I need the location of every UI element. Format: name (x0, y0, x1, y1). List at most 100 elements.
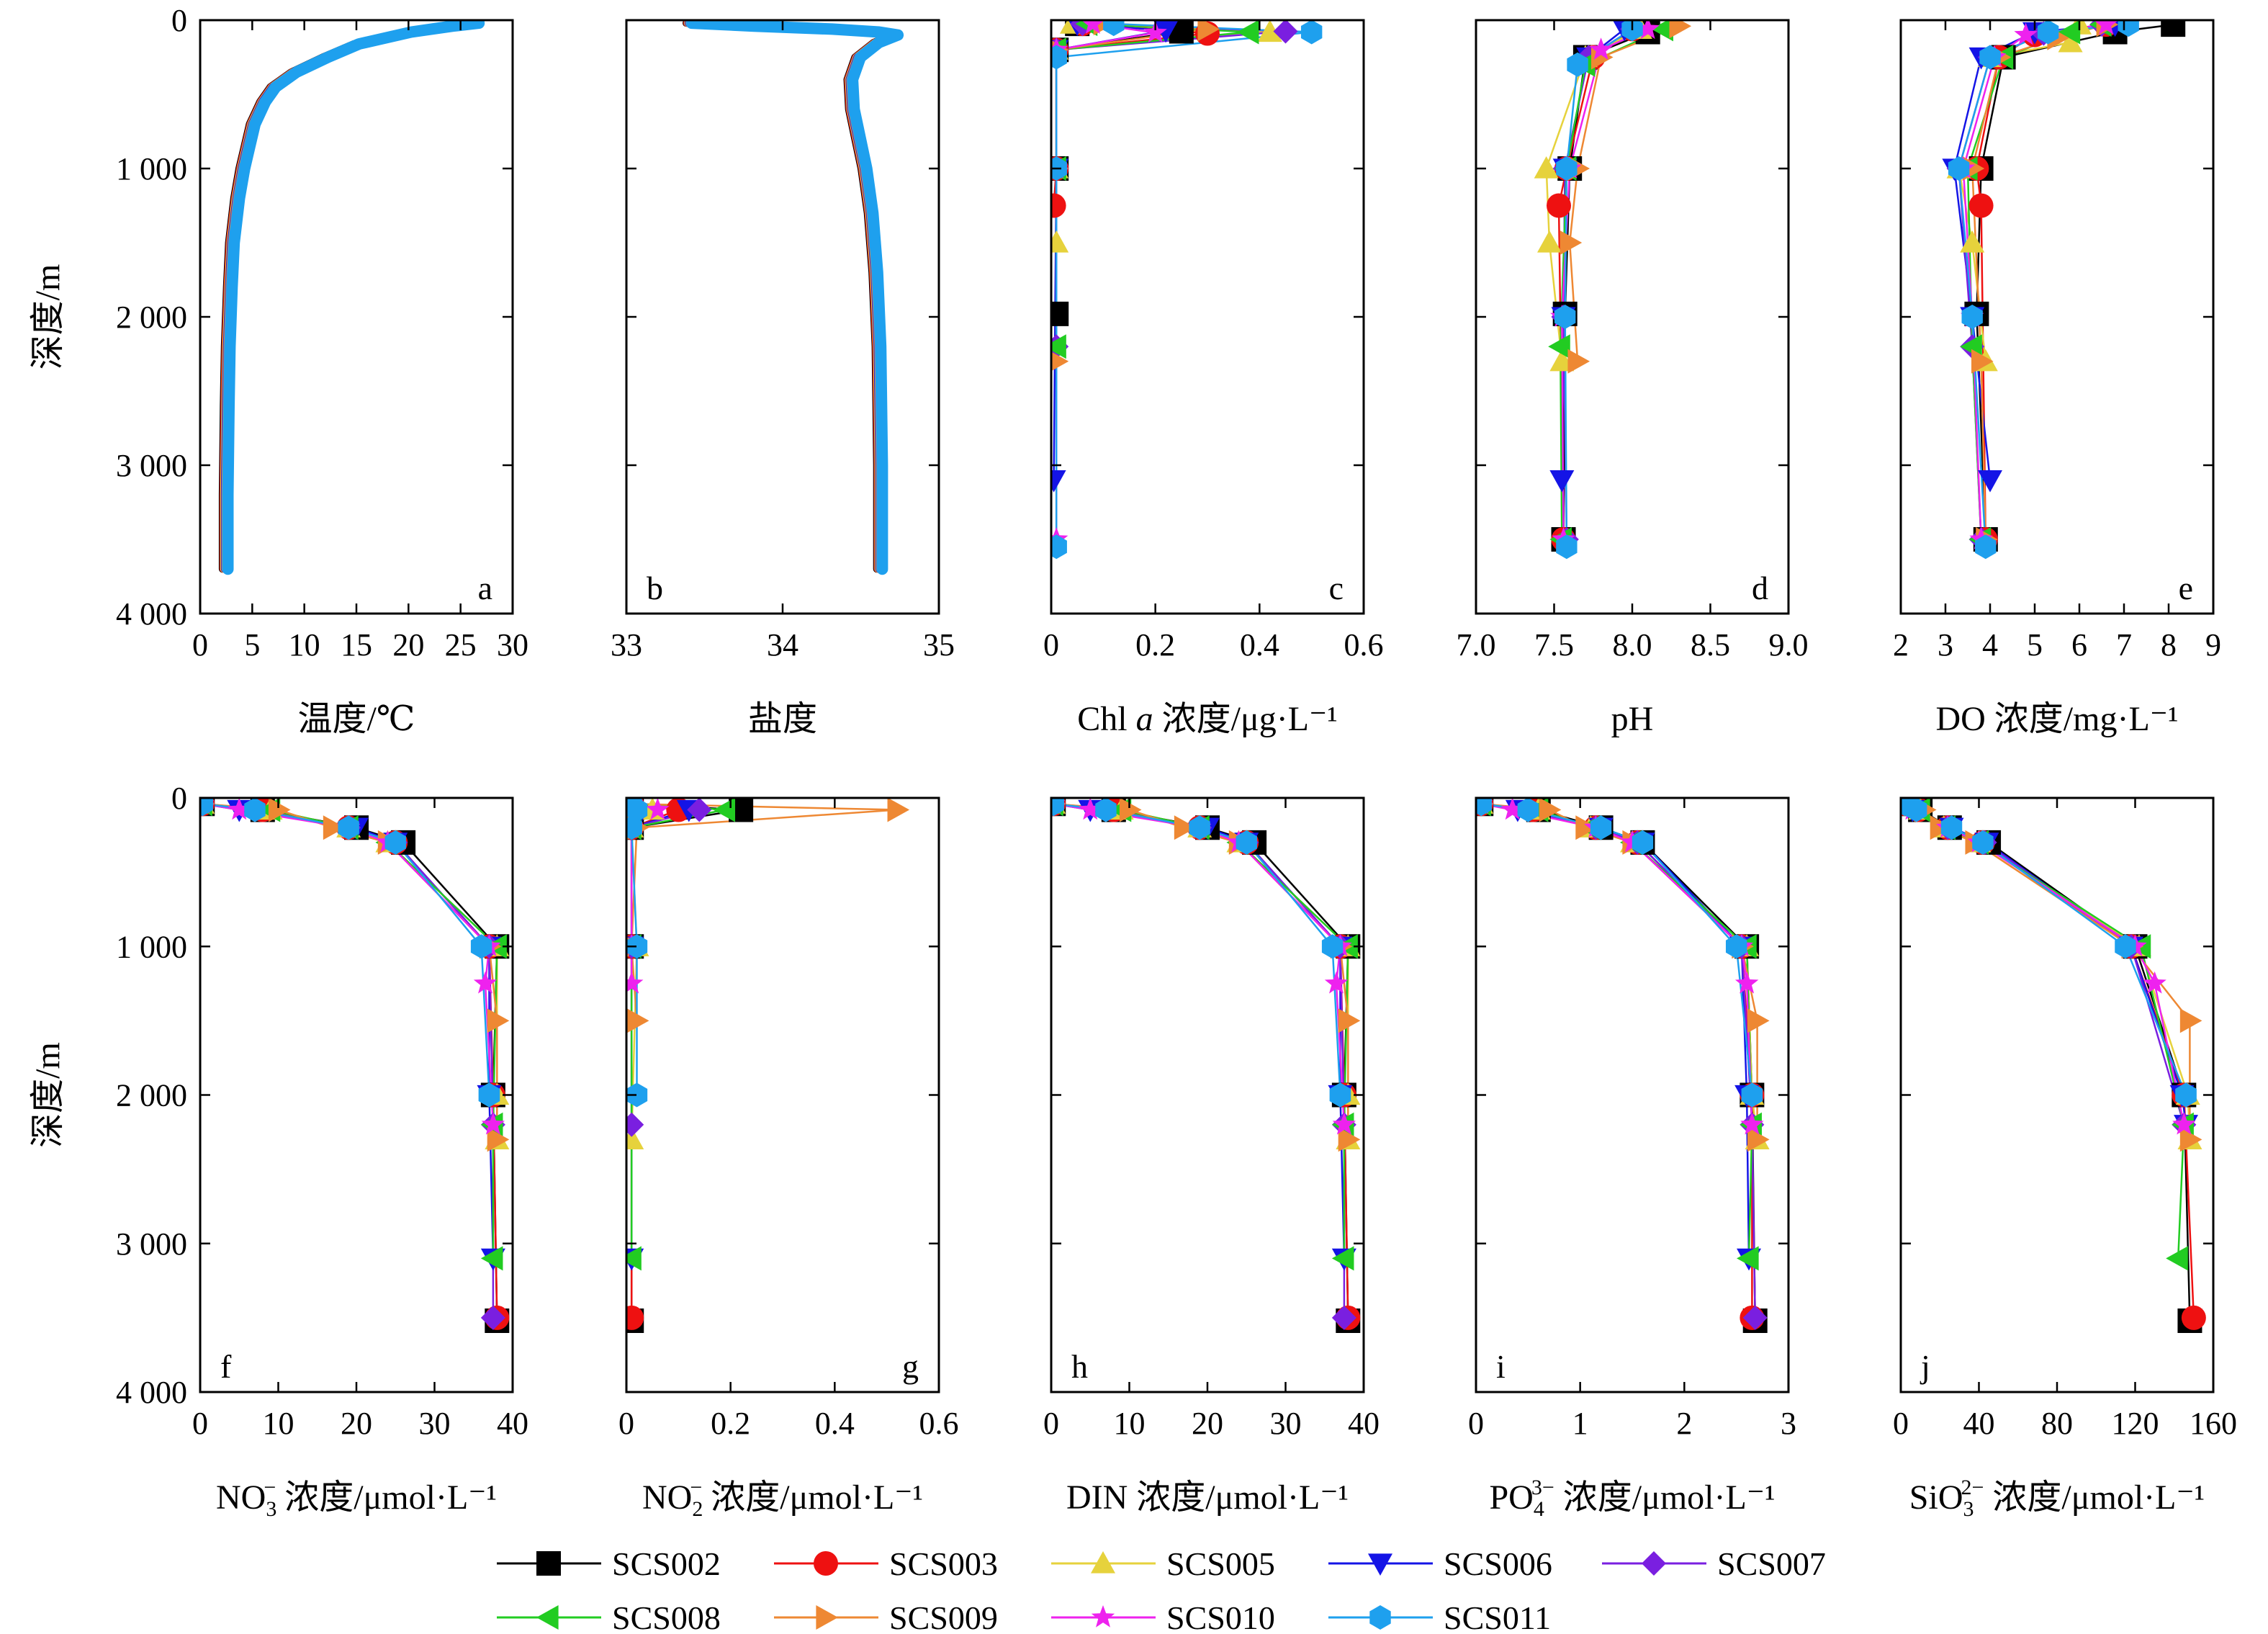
data-point-scs009 (626, 1008, 649, 1033)
series-line-scs009 (1971, 23, 2107, 540)
panel-frame (1899, 19, 2215, 615)
legend-label: SCS008 (612, 1599, 721, 1634)
panel-frame (625, 796, 940, 1393)
data-point-scs008 (1051, 334, 1066, 359)
data-point-scs009 (1539, 798, 1562, 822)
legend-entry-scs002: SCS002 (497, 1545, 721, 1582)
data-point-scs003 (1051, 193, 1066, 218)
data-point-scs008 (713, 798, 736, 822)
data-point-scs007 (1273, 20, 1298, 44)
data-point-scs011 (1556, 156, 1578, 181)
legend-entry-scs008: SCS008 (497, 1599, 721, 1634)
x-tick-label: 9.0 (1769, 627, 1809, 663)
series-line-scs002 (1481, 803, 1756, 1321)
series-line-scs006 (202, 803, 495, 1259)
data-point-scs005 (1534, 156, 1559, 179)
x-tick-label: 0.2 (711, 1406, 750, 1441)
x-tick-label: 20 (392, 627, 424, 663)
data-point-scs008 (1236, 20, 1259, 45)
series-line-scs010 (1053, 803, 1346, 1125)
panel-frame (1899, 796, 2215, 1393)
y-tick-label: 3 000 (116, 1226, 187, 1262)
series-line-scs006 (1053, 22, 1166, 480)
legend: SCS002 SCS003 SCS005 SCS006 SCS007 SCS008 SCS0… (497, 1545, 1826, 1634)
x-axis-label: Chl a 浓度/μg·L⁻¹ (1077, 700, 1337, 738)
data-point-scs005 (1960, 230, 1985, 253)
x-tick-label: 8.5 (1691, 627, 1730, 663)
data-point-scs007 (626, 1112, 644, 1137)
panel-letter: h (1071, 1348, 1088, 1385)
x-tick-label: 0.4 (815, 1406, 855, 1441)
series-line-scs008 (630, 803, 726, 1259)
data-point-scs009 (1747, 1008, 1770, 1033)
legend-marker (1642, 1551, 1666, 1576)
data-point-scs009 (1669, 20, 1692, 39)
data-point-scs011 (1321, 934, 1344, 959)
series-line-scs003 (1481, 803, 1753, 1318)
series-line-scs009 (1568, 25, 1680, 362)
series-line-scs002 (1055, 22, 1182, 314)
series-line-scs010 (202, 803, 495, 1125)
data-point-scs008 (480, 1246, 503, 1271)
data-point-scs008 (1737, 1246, 1759, 1271)
x-tick-label: 35 (923, 627, 955, 663)
data-point-scs011 (2175, 1082, 2197, 1108)
x-tick-label: 34 (767, 627, 798, 663)
panel-letter: f (220, 1348, 232, 1385)
y-tick-label: 1 000 (116, 151, 187, 187)
data-point-scs011 (1948, 156, 1970, 181)
data-point-scs011 (1300, 20, 1323, 45)
profile-line-scs007 (686, 20, 901, 573)
data-point-scs009 (1971, 349, 1994, 374)
x-tick-label: 0 (1893, 1406, 1909, 1441)
panel-letter: a (478, 570, 492, 606)
x-tick-label: 10 (263, 1406, 294, 1441)
data-point-scs006 (1051, 470, 1066, 493)
x-tick-label: 10 (289, 627, 320, 663)
data-point-scs009 (323, 815, 346, 840)
data-point-scs009 (1197, 20, 1220, 42)
data-point-scs010 (1324, 971, 1349, 994)
data-point-scs009 (1747, 1127, 1770, 1152)
series-line-scs003 (1053, 803, 1349, 1318)
series-line-scs006 (630, 803, 690, 1259)
profile-line-scs003 (683, 20, 897, 573)
plot-area (1476, 798, 1770, 1333)
legend-entry-scs011: SCS011 (1328, 1599, 1551, 1634)
data-point-scs010 (473, 971, 498, 994)
plot-area (1051, 20, 1323, 560)
y-tick-label: 4 000 (116, 1375, 187, 1410)
legend-label: SCS007 (1717, 1545, 1826, 1582)
data-point-scs008 (2058, 20, 2081, 45)
data-point-scs011 (2115, 934, 2136, 959)
data-point-scs011 (2037, 20, 2059, 45)
y-axis-label: 深度/m (29, 264, 67, 370)
y-tick-label: 0 (171, 781, 187, 816)
data-point-scs011 (1189, 815, 1210, 840)
data-point-scs011 (1051, 798, 1064, 817)
panel-letter: b (647, 570, 663, 606)
x-tick-label: 0 (1043, 1406, 1059, 1441)
panel-c: 0 0.2 0.4 0.6c Chl a 浓度/μg·L⁻¹ (1043, 19, 1384, 738)
x-tick-label: 0.2 (1135, 627, 1175, 663)
x-tick-label: 30 (419, 1406, 451, 1441)
series-line-scs010 (1055, 22, 1156, 539)
data-point-scs009 (487, 1008, 510, 1033)
series-line-scs007 (1904, 803, 2185, 1126)
series-line-scs011 (1564, 28, 1633, 547)
x-tick-label: 0 (192, 1406, 208, 1441)
data-point-scs011 (1590, 815, 1612, 840)
x-tick-label: 40 (1963, 1406, 1995, 1441)
profile-line-scs005 (683, 20, 898, 573)
data-point-scs009 (1560, 230, 1583, 255)
x-tick-label: 20 (341, 1406, 372, 1441)
x-tick-label: 20 (1192, 1406, 1223, 1441)
series-line-scs005 (1481, 803, 1758, 1140)
data-point-scs011 (1972, 830, 1994, 855)
x-tick-label: 5 (244, 627, 260, 663)
data-point-scs011 (478, 1082, 500, 1108)
series-line-scs006 (1053, 803, 1346, 1259)
data-point-scs011 (1329, 1082, 1351, 1108)
series-line-scs009 (202, 803, 498, 1140)
